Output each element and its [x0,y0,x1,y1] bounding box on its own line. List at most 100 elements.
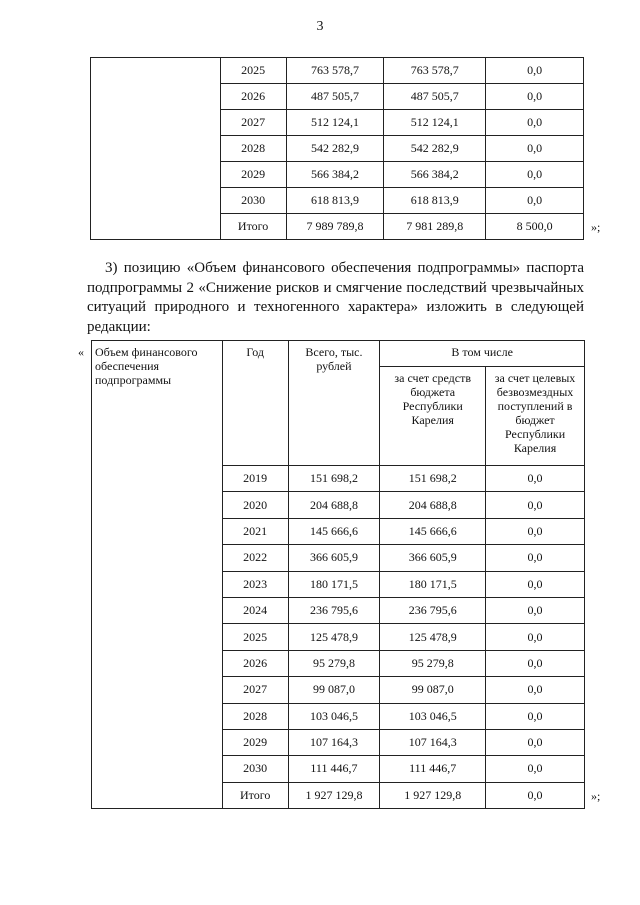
header-year: Год [221,340,289,466]
table-cell: 125 478,9 [379,623,487,651]
header-total: Всего, тыс. рублей [287,340,381,466]
page-number: 3 [316,19,324,34]
table-cell: 0,0 [485,135,584,162]
table-cell: 0,0 [485,676,585,704]
table-cell: 763 578,7 [285,57,385,84]
table-row: 2025 125 478,9 125 478,9 0,0 [92,623,585,651]
table-cell: 2028 [221,702,289,730]
table-row: 2026 95 279,8 95 279,8 0,0 [92,649,585,678]
table-cell: 0,0 [485,517,585,546]
table-row: 2030 111 446,7 111 446,7 0,0 [92,755,585,783]
table-cell: 125 478,9 [287,623,381,651]
table-cell: 2029 [221,728,289,757]
table-cell: 0,0 [485,109,584,136]
table-cell: 0,0 [485,187,584,214]
table-cell: Итого [221,781,289,810]
table-cell: 566 384,2 [285,161,385,188]
table-cell: 0,0 [485,83,584,110]
table-row: 2026 487 505,7 487 505,7 0,0 [91,83,584,110]
table-cell: 7 981 289,8 [383,213,487,240]
table-cell: 2026 [219,83,287,110]
table-cell: 366 605,9 [379,544,487,572]
table-cell: 2029 [219,161,287,188]
table-cell: 512 124,1 [383,109,487,136]
table-cell: 487 505,7 [285,83,385,110]
table-row: 2028 542 282,9 542 282,9 0,0 [91,135,584,162]
table-cell: 512 124,1 [285,109,385,136]
table-cell: 145 666,6 [287,517,381,546]
table-row: 2019 151 698,2 151 698,2 0,0 [92,464,585,493]
empty-label-cell [90,57,221,240]
table-cell: 618 813,9 [383,187,487,214]
table-cell: 236 795,6 [379,596,487,625]
table-row: Итого 1 927 129,8 1 927 129,8 0,0 [92,781,585,810]
table-cell: 107 164,3 [287,728,381,757]
subprogram-funding-table: Объем финансового обеспечения подпрограм… [91,339,585,810]
table-cell: 2023 [221,570,289,598]
closing-quote: »; [591,789,601,803]
table-cell: 2030 [221,755,289,783]
opening-quote: « [78,345,84,359]
table-row: 2029 566 384,2 566 384,2 0,0 [91,161,584,188]
table-cell: 2019 [221,464,289,493]
table-cell: 566 384,2 [383,161,487,188]
table-cell: 2020 [221,491,289,519]
table-cell: 180 171,5 [379,570,487,598]
table-row: Итого 7 989 789,8 7 981 289,8 8 500,0 [91,213,584,240]
table-cell: 95 279,8 [379,649,487,678]
table-cell: 204 688,8 [287,491,381,519]
table-cell: 366 605,9 [287,544,381,572]
row-label: Объем финансового обеспечения подпрограм… [91,339,223,810]
table-cell: 487 505,7 [383,83,487,110]
table-cell: 0,0 [485,464,585,493]
table-cell: 111 446,7 [287,755,381,783]
table-row: 2030 618 813,9 618 813,9 0,0 [91,187,584,214]
table-cell: 1 927 129,8 [287,781,381,810]
table-row: 2024 236 795,6 236 795,6 0,0 [92,596,585,625]
table-cell: 542 282,9 [285,135,385,162]
table-cell: 99 087,0 [379,676,487,704]
table-cell: Итого [219,213,287,240]
table-cell: 0,0 [485,570,585,598]
table-cell: 151 698,2 [379,464,487,493]
table-cell: 2030 [219,187,287,214]
table-cell: 236 795,6 [287,596,381,625]
table-cell: 0,0 [485,491,585,519]
table-cell: 2027 [219,109,287,136]
table-cell: 0,0 [485,649,585,678]
table-cell: 763 578,7 [383,57,487,84]
closing-quote: »; [591,220,601,234]
table-cell: 2027 [221,676,289,704]
table-cell: 103 046,5 [379,702,487,730]
table-cell: 103 046,5 [287,702,381,730]
table-row: 2027 512 124,1 512 124,1 0,0 [91,109,584,136]
table-cell: 618 813,9 [285,187,385,214]
table-cell: 2026 [221,649,289,678]
table-cell: 107 164,3 [379,728,487,757]
table-cell: 151 698,2 [287,464,381,493]
amendment-paragraph: 3) позицию «Объем финансового обеспечени… [87,260,584,335]
table-cell: 145 666,6 [379,517,487,546]
table-cell: 2021 [221,517,289,546]
table-cell: 111 446,7 [379,755,487,783]
funding-table-continued: 2025 763 578,7 763 578,7 0,0 2026 487 505,7 48… [90,57,584,240]
table-cell: 542 282,9 [383,135,487,162]
header-including: В том числе [379,340,585,367]
header-budget: за счет средств бюджета Республики Карел… [379,366,487,466]
table-cell: 2024 [221,596,289,625]
table-cell: 0,0 [485,57,584,84]
table-cell: 0,0 [485,755,585,783]
table-cell: 0,0 [485,596,585,625]
table-cell: 8 500,0 [485,213,584,240]
table-cell: 99 087,0 [287,676,381,704]
table-cell: 0,0 [485,161,584,188]
table-cell: 2025 [221,623,289,651]
table-cell: 2025 [219,57,287,84]
table-cell: 180 171,5 [287,570,381,598]
table-row: 2020 204 688,8 204 688,8 0,0 [92,491,585,519]
header-targeted: за счет целевых безвозмездных поступлени… [485,366,585,466]
table-cell: 95 279,8 [287,649,381,678]
table-cell: 0,0 [485,728,585,757]
table-row: 2028 103 046,5 103 046,5 0,0 [92,702,585,730]
table-cell: 2022 [221,544,289,572]
